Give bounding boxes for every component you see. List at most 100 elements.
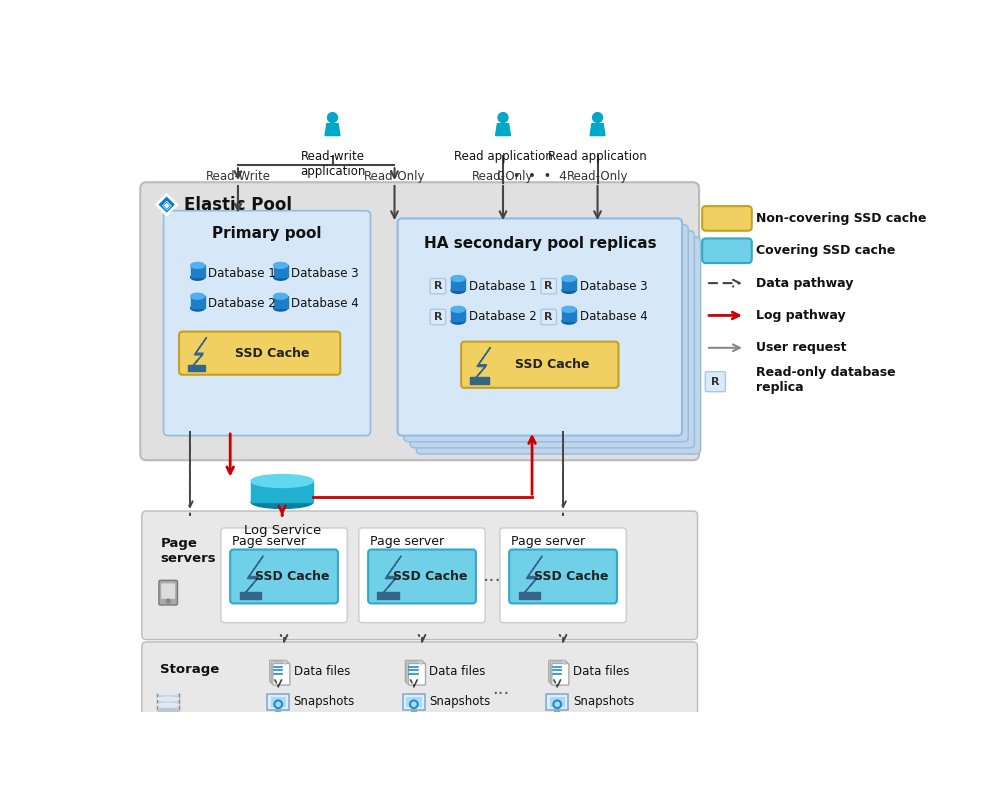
Text: Snapshots: Snapshots: [429, 695, 491, 709]
Text: SSD Cache: SSD Cache: [392, 570, 467, 583]
Circle shape: [498, 113, 508, 122]
Ellipse shape: [562, 287, 576, 294]
FancyBboxPatch shape: [407, 662, 424, 683]
FancyBboxPatch shape: [509, 550, 617, 603]
Bar: [158, 693, 179, 698]
Text: Database 2: Database 2: [469, 310, 536, 323]
FancyBboxPatch shape: [549, 661, 566, 682]
Text: Page server: Page server: [511, 535, 585, 548]
Bar: [451, 278, 465, 290]
Polygon shape: [496, 124, 511, 135]
Text: Database 1: Database 1: [208, 266, 276, 280]
Bar: [546, 694, 568, 710]
Text: ...: ...: [483, 566, 502, 585]
Bar: [562, 310, 576, 321]
FancyBboxPatch shape: [221, 528, 347, 622]
Ellipse shape: [562, 318, 576, 324]
FancyBboxPatch shape: [162, 583, 176, 599]
Text: R: R: [711, 377, 720, 386]
Text: R: R: [544, 312, 553, 322]
Bar: [273, 296, 288, 308]
Polygon shape: [418, 661, 422, 664]
FancyBboxPatch shape: [500, 528, 626, 622]
Text: User request: User request: [755, 342, 846, 354]
FancyBboxPatch shape: [416, 237, 701, 454]
FancyBboxPatch shape: [430, 310, 446, 325]
FancyBboxPatch shape: [430, 278, 446, 294]
Text: Page server: Page server: [370, 535, 444, 548]
Bar: [188, 365, 205, 371]
Polygon shape: [472, 347, 490, 382]
Bar: [272, 713, 284, 715]
Polygon shape: [562, 661, 565, 664]
Bar: [158, 705, 179, 710]
FancyBboxPatch shape: [142, 511, 697, 640]
Text: Database 4: Database 4: [292, 298, 359, 310]
Bar: [403, 694, 425, 710]
Polygon shape: [590, 124, 605, 135]
Ellipse shape: [273, 305, 288, 311]
Ellipse shape: [562, 275, 576, 282]
Ellipse shape: [273, 294, 288, 299]
Ellipse shape: [451, 306, 465, 312]
Ellipse shape: [451, 275, 465, 282]
Text: 0  •  •  •  4: 0 • • • 4: [497, 170, 567, 183]
Ellipse shape: [158, 696, 179, 700]
Ellipse shape: [190, 262, 205, 268]
FancyBboxPatch shape: [541, 310, 556, 325]
Ellipse shape: [158, 697, 179, 701]
Bar: [275, 710, 281, 714]
Bar: [451, 310, 465, 321]
FancyBboxPatch shape: [410, 230, 694, 448]
FancyBboxPatch shape: [273, 663, 290, 685]
Text: SSD Cache: SSD Cache: [534, 570, 608, 583]
FancyBboxPatch shape: [230, 550, 338, 603]
FancyBboxPatch shape: [408, 663, 426, 685]
Ellipse shape: [190, 305, 205, 311]
Bar: [190, 296, 205, 308]
FancyBboxPatch shape: [179, 332, 340, 374]
Text: SSD Cache: SSD Cache: [515, 358, 590, 371]
Circle shape: [593, 113, 602, 122]
Bar: [240, 591, 261, 599]
FancyBboxPatch shape: [405, 661, 422, 682]
Ellipse shape: [273, 274, 288, 280]
Bar: [251, 481, 314, 502]
Text: Read-Only: Read-Only: [567, 170, 628, 183]
Ellipse shape: [158, 702, 179, 706]
Polygon shape: [521, 556, 542, 597]
FancyBboxPatch shape: [368, 550, 476, 603]
Text: Read-Only: Read-Only: [472, 170, 533, 183]
Text: Page
servers: Page servers: [161, 538, 216, 566]
Text: R: R: [434, 312, 442, 322]
FancyBboxPatch shape: [271, 662, 288, 683]
Polygon shape: [380, 556, 401, 597]
Bar: [554, 710, 560, 714]
FancyBboxPatch shape: [550, 662, 567, 683]
Bar: [549, 697, 565, 706]
Text: SSD Cache: SSD Cache: [255, 570, 329, 583]
Text: ◈: ◈: [162, 198, 172, 211]
Text: Read-write
application: Read-write application: [300, 150, 365, 178]
FancyBboxPatch shape: [140, 182, 699, 460]
Polygon shape: [190, 338, 207, 369]
Text: Database 3: Database 3: [292, 266, 359, 280]
Text: Data files: Data files: [294, 665, 350, 678]
Text: Storage: Storage: [161, 663, 220, 677]
Bar: [273, 266, 288, 278]
Text: SSD Cache: SSD Cache: [235, 346, 310, 360]
Circle shape: [167, 599, 171, 603]
Text: Data files: Data files: [573, 665, 629, 678]
Text: Log Service: Log Service: [244, 524, 320, 537]
Text: Read-only database
replica: Read-only database replica: [755, 366, 895, 394]
Ellipse shape: [158, 709, 179, 712]
Polygon shape: [242, 556, 263, 597]
Bar: [551, 713, 563, 715]
Text: HA secondary pool replicas: HA secondary pool replicas: [424, 235, 656, 250]
Text: R: R: [544, 281, 553, 291]
Text: Read-Only: Read-Only: [364, 170, 425, 183]
Text: R: R: [434, 281, 442, 291]
Bar: [378, 591, 399, 599]
Polygon shape: [157, 194, 176, 214]
Ellipse shape: [251, 495, 314, 509]
